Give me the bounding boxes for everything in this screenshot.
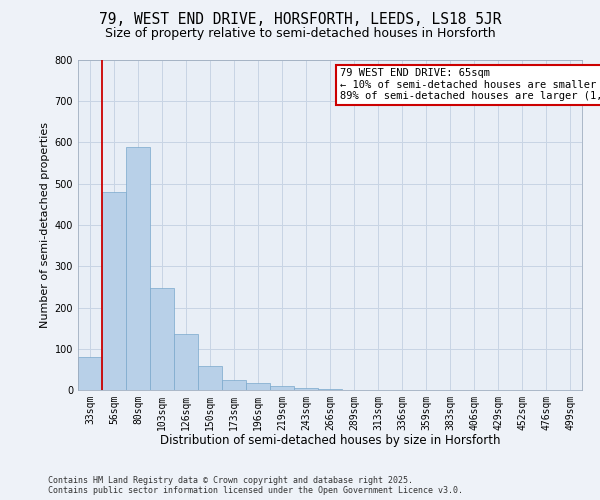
Bar <box>318 389 342 390</box>
Bar <box>198 366 222 390</box>
Bar <box>246 382 270 390</box>
Bar <box>150 288 174 390</box>
X-axis label: Distribution of semi-detached houses by size in Horsforth: Distribution of semi-detached houses by … <box>160 434 500 448</box>
Bar <box>174 334 198 390</box>
Text: 79, WEST END DRIVE, HORSFORTH, LEEDS, LS18 5JR: 79, WEST END DRIVE, HORSFORTH, LEEDS, LS… <box>99 12 501 28</box>
Text: 79 WEST END DRIVE: 65sqm
← 10% of semi-detached houses are smaller (156)
89% of : 79 WEST END DRIVE: 65sqm ← 10% of semi-d… <box>340 68 600 102</box>
Text: Contains HM Land Registry data © Crown copyright and database right 2025.
Contai: Contains HM Land Registry data © Crown c… <box>48 476 463 495</box>
Bar <box>270 386 294 390</box>
Bar <box>294 388 318 390</box>
Bar <box>222 380 246 390</box>
Bar <box>102 192 126 390</box>
Y-axis label: Number of semi-detached properties: Number of semi-detached properties <box>40 122 50 328</box>
Text: Size of property relative to semi-detached houses in Horsforth: Size of property relative to semi-detach… <box>104 28 496 40</box>
Bar <box>78 357 102 390</box>
Bar <box>126 146 150 390</box>
